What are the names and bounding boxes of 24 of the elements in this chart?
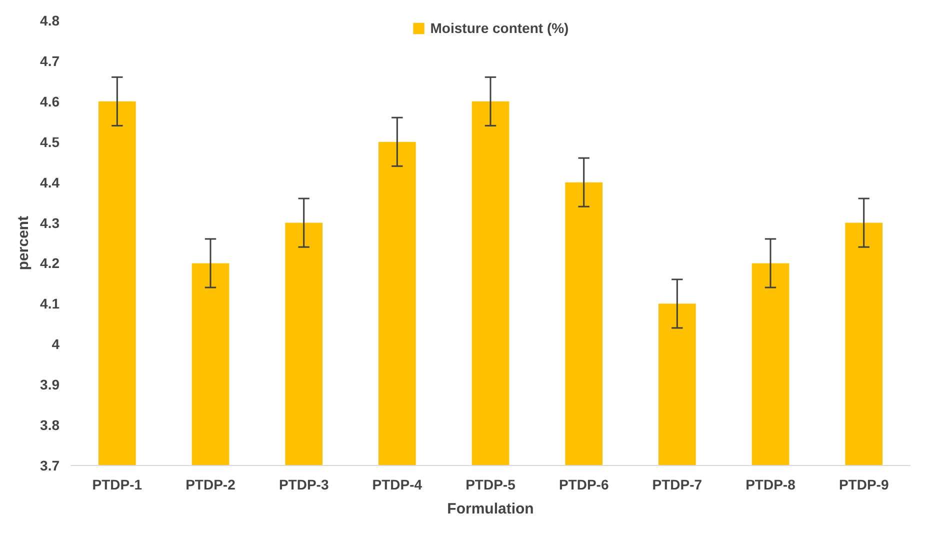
y-tick-label: 3.7 xyxy=(40,458,60,474)
x-tick-label: PTDP-6 xyxy=(558,476,609,492)
y-tick-label: 4.8 xyxy=(40,12,60,28)
y-tick-label: 4.7 xyxy=(40,52,60,69)
y-tick-label: 4.2 xyxy=(40,255,60,272)
x-tick-label: PTDP-8 xyxy=(746,476,796,492)
x-tick-label: PTDP-3 xyxy=(278,476,329,492)
y-tick-label: 4.1 xyxy=(40,296,60,312)
y-axis-title: percent xyxy=(15,216,32,270)
y-tick-label: 4.3 xyxy=(40,214,60,231)
x-tick-label: PTDP-1 xyxy=(92,476,142,492)
y-tick-label: 3.9 xyxy=(40,376,60,393)
legend-label: Moisture content (%) xyxy=(430,20,569,36)
y-tick-label: 4.4 xyxy=(40,174,60,190)
x-tick-label: PTDP-2 xyxy=(186,476,236,492)
y-tick-label: 3.8 xyxy=(40,417,60,434)
y-tick-label: 4.5 xyxy=(40,134,60,150)
x-tick-label: PTDP-5 xyxy=(466,476,516,492)
x-axis-title: Formulation xyxy=(447,500,534,518)
x-tick-label: PTDP-9 xyxy=(838,476,889,492)
y-tick-label: 4.6 xyxy=(40,93,60,110)
x-tick-label: PTDP-4 xyxy=(372,476,422,492)
y-tick-label: 4 xyxy=(52,336,60,352)
x-tick-label: PTDP-7 xyxy=(652,476,702,492)
